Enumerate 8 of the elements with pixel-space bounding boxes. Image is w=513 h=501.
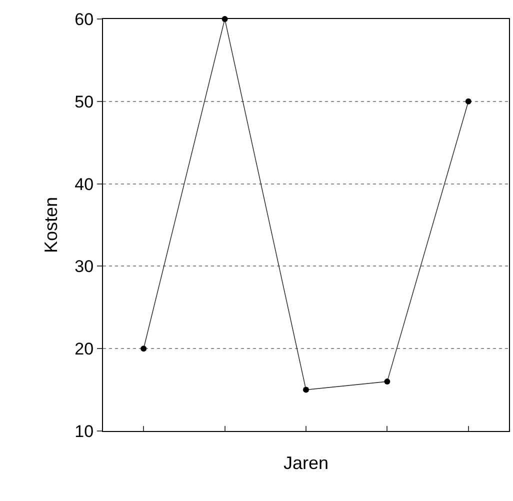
y-tick-label: 60 [74,10,94,29]
y-axis-title: Kosten [40,196,61,254]
y-tick-label: 20 [74,340,94,359]
y-tick-label: 50 [74,92,94,112]
x-axis-title: Jaren [283,453,329,474]
y-tick-label: 10 [74,422,94,441]
y-tick-label: 40 [74,174,94,194]
y-tick-label: 30 [74,257,94,276]
